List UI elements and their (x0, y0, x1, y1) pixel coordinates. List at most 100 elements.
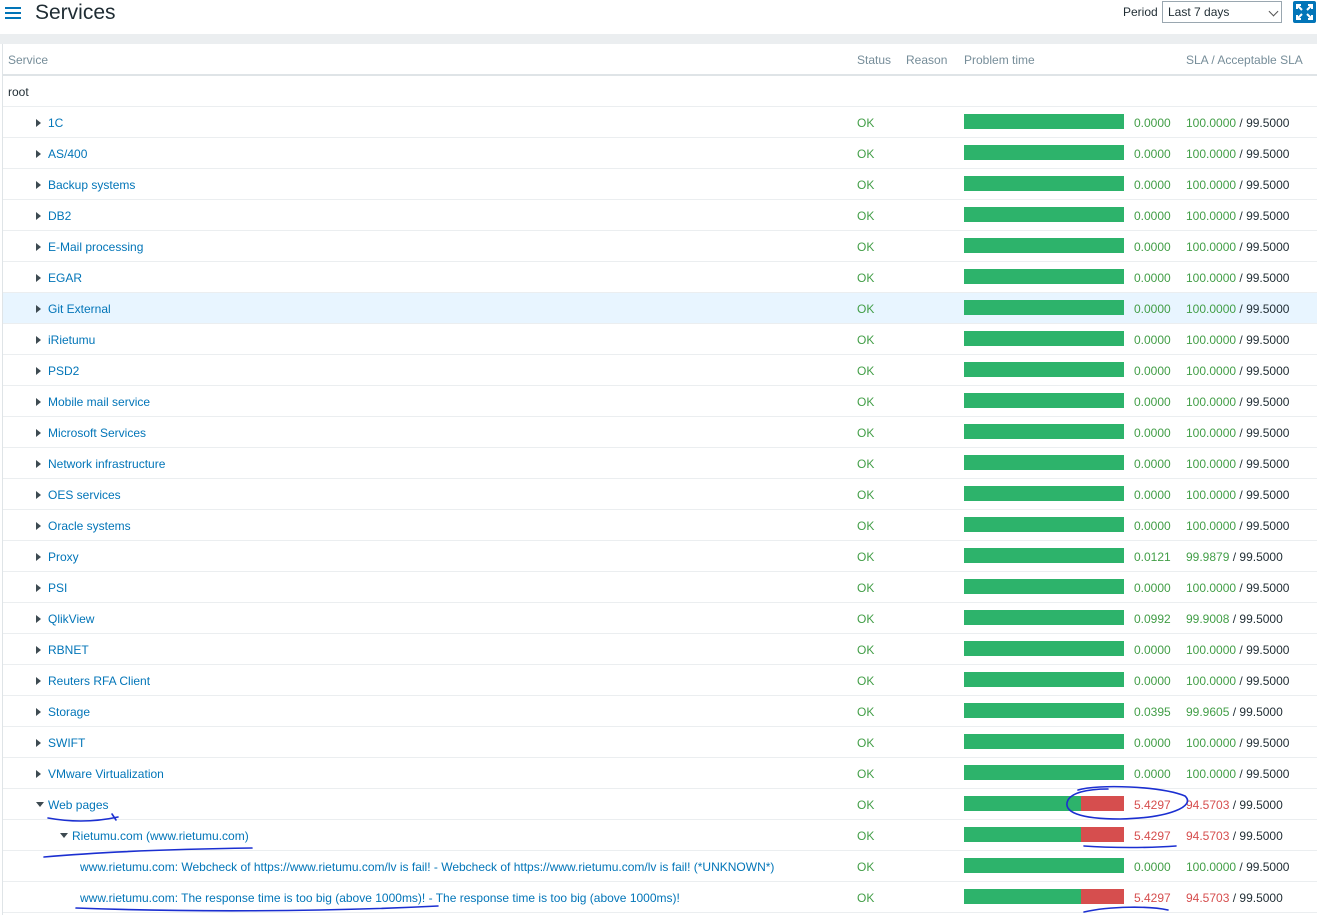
problem-time-value: 5.4297 (1134, 798, 1171, 812)
sla-cell: 100.0000 / 99.5000 (1186, 767, 1289, 781)
caret-right-icon[interactable] (36, 367, 41, 375)
problem-time-value: 0.0000 (1134, 767, 1171, 781)
caret-right-icon[interactable] (36, 336, 41, 344)
service-name-link[interactable]: PSI (48, 581, 68, 595)
problem-time-value: 0.0000 (1134, 457, 1171, 471)
service-name-link[interactable]: www.rietumu.com: The response time is to… (80, 891, 680, 905)
sla-separator: / (1236, 209, 1247, 223)
caret-right-icon[interactable] (36, 212, 41, 220)
table-row-root: root (3, 76, 1317, 107)
service-name-link[interactable]: Proxy (48, 550, 79, 564)
column-header-service[interactable]: Service (8, 53, 49, 67)
period-select[interactable]: Last 7 days (1162, 1, 1282, 23)
caret-right-icon[interactable] (36, 119, 41, 127)
service-name-link[interactable]: Git External (48, 302, 111, 316)
service-name-link[interactable]: RBNET (48, 643, 89, 657)
service-name-link[interactable]: Storage (48, 705, 91, 719)
service-name-link[interactable]: AS/400 (48, 147, 88, 161)
sla-separator: / (1236, 395, 1247, 409)
sla-value: 94.5703 (1186, 891, 1230, 905)
service-name-link[interactable]: Reuters RFA Client (48, 674, 151, 688)
service-name-link[interactable]: EGAR (48, 271, 83, 285)
status-value: OK (857, 488, 875, 502)
caret-right-icon[interactable] (36, 677, 41, 685)
sla-value: 99.9605 (1186, 705, 1230, 719)
acceptable-sla-value: 99.5000 (1246, 767, 1290, 781)
sla-value: 100.0000 (1186, 736, 1237, 750)
caret-right-icon[interactable] (36, 739, 41, 747)
acceptable-sla-value: 99.5000 (1246, 395, 1290, 409)
problem-time-bar (964, 300, 1124, 315)
acceptable-sla-value: 99.5000 (1239, 829, 1283, 843)
sla-separator: / (1236, 488, 1247, 502)
table-row: PSI OK 0.0000 100.0000 / 99.5000 (3, 572, 1317, 603)
service-name-link[interactable]: www.rietumu.com: Webcheck of https://www… (80, 860, 775, 874)
sla-value: 100.0000 (1186, 147, 1237, 161)
service-name-link[interactable]: Backup systems (48, 178, 136, 192)
service-name-link[interactable]: Microsoft Services (48, 426, 147, 440)
sla-value: 100.0000 (1186, 209, 1237, 223)
acceptable-sla-value: 99.5000 (1246, 240, 1290, 254)
problem-time-value: 0.0000 (1134, 147, 1171, 161)
caret-right-icon[interactable] (36, 491, 41, 499)
problem-time-bar (964, 455, 1124, 470)
caret-right-icon[interactable] (36, 181, 41, 189)
sla-value: 100.0000 (1186, 643, 1237, 657)
service-name-link[interactable]: PSD2 (48, 364, 80, 378)
caret-right-icon[interactable] (36, 150, 41, 158)
caret-right-icon[interactable] (36, 553, 41, 561)
caret-right-icon[interactable] (36, 646, 41, 654)
acceptable-sla-value: 99.5000 (1246, 488, 1290, 502)
status-value: OK (857, 457, 875, 471)
service-name-link[interactable]: Web pages (48, 798, 109, 812)
status-value: OK (857, 519, 875, 533)
service-name-link[interactable]: Oracle systems (48, 519, 131, 533)
caret-right-icon[interactable] (36, 398, 41, 406)
caret-down-icon[interactable] (36, 802, 44, 807)
caret-right-icon[interactable] (36, 522, 41, 530)
caret-right-icon[interactable] (36, 429, 41, 437)
service-name-link[interactable]: VMware Virtualization (48, 767, 164, 781)
table-row: PSD2 OK 0.0000 100.0000 / 99.5000 (3, 355, 1317, 386)
acceptable-sla-value: 99.5000 (1246, 364, 1290, 378)
caret-right-icon[interactable] (36, 274, 41, 282)
sla-separator: / (1236, 736, 1247, 750)
sla-value: 100.0000 (1186, 426, 1237, 440)
sla-cell: 100.0000 / 99.5000 (1186, 333, 1289, 347)
service-name-link[interactable]: QlikView (48, 612, 95, 626)
service-name-link[interactable]: Mobile mail service (48, 395, 151, 409)
table-row: VMware Virtualization OK 0.0000 100.0000 / … (3, 758, 1317, 789)
service-name-link[interactable]: Network infrastructure (48, 457, 166, 471)
caret-down-icon[interactable] (60, 833, 68, 838)
service-name-link[interactable]: SWIFT (48, 736, 86, 750)
problem-time-bar (964, 765, 1124, 780)
service-name-link[interactable]: Rietumu.com (www.rietumu.com) (72, 829, 249, 843)
acceptable-sla-value: 99.5000 (1239, 705, 1283, 719)
service-name-link[interactable]: E-Mail processing (48, 240, 144, 254)
sla-value: 100.0000 (1186, 488, 1237, 502)
status-value: OK (857, 891, 875, 905)
fullscreen-button[interactable] (1293, 1, 1316, 23)
sla-separator: / (1236, 860, 1247, 874)
acceptable-sla-value: 99.5000 (1246, 457, 1290, 471)
problem-time-bar (964, 269, 1124, 284)
caret-right-icon[interactable] (36, 770, 41, 778)
problem-time-value: 0.0992 (1134, 612, 1171, 626)
service-name-link[interactable]: DB2 (48, 209, 72, 223)
acceptable-sla-value: 99.5000 (1246, 271, 1290, 285)
acceptable-sla-value: 99.5000 (1246, 178, 1290, 192)
caret-right-icon[interactable] (36, 460, 41, 468)
status-value: OK (857, 364, 875, 378)
caret-right-icon[interactable] (36, 305, 41, 313)
caret-right-icon[interactable] (36, 584, 41, 592)
service-name-link[interactable]: iRietumu (48, 333, 96, 347)
caret-right-icon[interactable] (36, 615, 41, 623)
acceptable-sla-value: 99.5000 (1246, 860, 1290, 874)
problem-time-bar (964, 362, 1124, 377)
caret-right-icon[interactable] (36, 243, 41, 251)
hamburger-menu-icon[interactable] (5, 5, 23, 21)
service-name-link[interactable]: 1C (48, 116, 64, 130)
caret-right-icon[interactable] (36, 708, 41, 716)
service-name-link[interactable]: OES services (48, 488, 121, 502)
sla-cell: 100.0000 / 99.5000 (1186, 426, 1289, 440)
